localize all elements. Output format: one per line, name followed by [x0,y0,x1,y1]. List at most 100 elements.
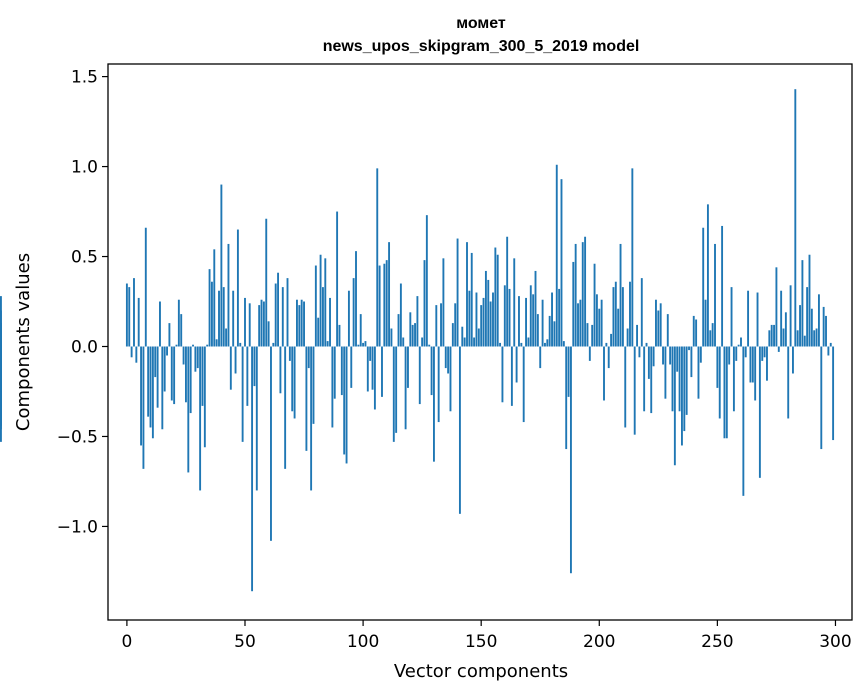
bar [343,346,346,455]
bar [303,301,305,347]
bar [763,346,766,358]
bar [470,252,473,347]
bar [336,211,339,347]
bar [279,346,282,394]
bar [685,346,688,415]
bar [397,314,400,347]
bar [187,346,190,473]
bar [766,346,768,381]
bar [248,303,251,347]
x-tick-label: 50 [234,632,256,652]
bar [423,260,426,347]
bar [744,346,747,358]
bar [756,292,759,347]
x-tick-label: 100 [347,632,379,652]
bars-group [0,89,835,592]
bar [607,346,610,369]
bar [161,346,164,430]
bar [815,328,818,347]
bar [612,287,615,347]
bar [236,229,239,347]
bar [463,337,466,347]
bar [218,290,220,347]
bar [475,292,478,347]
bar [716,346,719,388]
bar [799,305,801,347]
bar [144,227,147,347]
bar [704,299,707,347]
bar [749,346,752,383]
bar [461,326,464,347]
bar [534,270,537,347]
bar [579,299,582,347]
bar [357,344,360,347]
bar [359,314,362,347]
bar [692,315,695,347]
bar [213,249,216,347]
bar [503,285,506,347]
bar [681,346,683,446]
bar [189,346,192,414]
bar [548,315,551,347]
bar [657,310,660,347]
bar [369,346,372,361]
chart-subtitle: news_upos_skipgram_300_5_2019 model [323,38,640,55]
bar [787,346,790,419]
bar [130,346,133,358]
bar [711,323,714,347]
y-tick-label: 1.5 [71,68,98,88]
bar [662,346,664,365]
bar [544,342,546,347]
bar [385,260,388,347]
bar [312,346,315,424]
bar [345,346,348,464]
bar [595,294,598,347]
bar [251,346,254,592]
bar [362,342,365,347]
bar [626,328,629,347]
bar [227,243,230,347]
bar [546,339,549,347]
bar [296,299,298,347]
bar [232,290,235,347]
bar [473,337,476,347]
bar [293,346,296,419]
bar [433,346,435,462]
bar [352,278,355,347]
bar [723,346,726,439]
bar [777,346,780,352]
bar [0,346,2,392]
bar [714,243,716,347]
bar [810,308,813,347]
bar [329,297,331,347]
bar [392,346,395,442]
bar [655,299,657,347]
bar [451,323,454,347]
bar [140,346,143,446]
bar [262,301,265,347]
bar [0,310,2,347]
bar [520,342,523,347]
bar [402,337,405,347]
bar [574,243,577,347]
bar [265,218,268,347]
bar [742,346,745,496]
bar [388,242,391,347]
bar [640,278,643,347]
bar [440,303,442,347]
bar [510,346,513,406]
bar [300,299,303,347]
bar [270,346,272,541]
bar [381,346,383,397]
x-tick-label: 300 [819,632,851,652]
bar [378,265,381,347]
bar [560,179,563,347]
bar [813,330,816,347]
bar [407,346,409,388]
bar [567,346,570,397]
bar [447,346,450,374]
bar [664,346,667,399]
bar [201,346,204,406]
bar [255,346,258,491]
